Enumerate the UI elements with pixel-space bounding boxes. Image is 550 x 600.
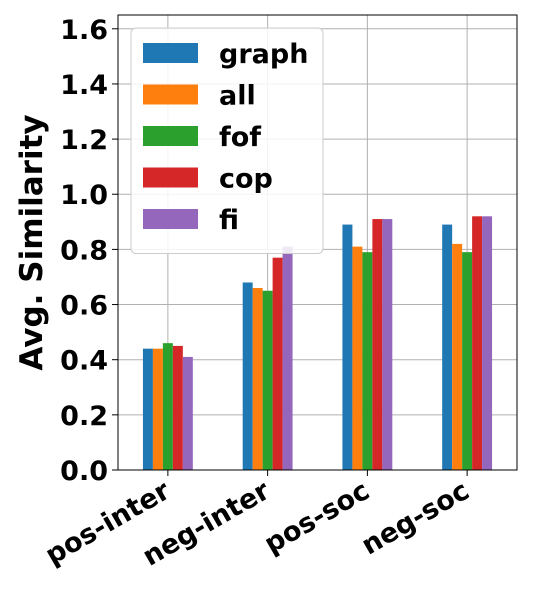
y-tick-label: 0.8 — [60, 235, 108, 266]
legend-swatch-graph — [143, 43, 198, 63]
legend-frame — [130, 27, 324, 254]
y-tick-label: 0.2 — [60, 401, 108, 432]
bar-fi-pos-soc — [382, 219, 393, 470]
legend-swatch-fi — [143, 209, 198, 229]
bar-fof-pos-soc — [362, 252, 373, 470]
bar-graph-pos-inter — [142, 348, 153, 470]
bar-graph-neg-inter — [242, 282, 253, 470]
y-axis-ticks: 0.0 0.2 0.4 0.6 0.8 1.0 1.2 1.4 1.6 — [60, 15, 118, 487]
bar-fof-neg-soc — [462, 252, 473, 470]
bar-fof-neg-inter — [262, 290, 273, 470]
y-tick-label: 0.0 — [60, 456, 108, 487]
bar-all-neg-soc — [452, 243, 463, 470]
bar-cop-pos-soc — [372, 219, 383, 470]
bar-all-pos-inter — [152, 348, 163, 470]
bar-cop-neg-inter — [272, 257, 283, 470]
legend-label-graph: graph — [219, 39, 308, 70]
bar-all-neg-inter — [252, 288, 263, 470]
bar-cop-pos-inter — [172, 345, 183, 470]
legend-label-cop: cop — [219, 164, 273, 195]
y-tick-label: 1.2 — [60, 125, 108, 156]
bar-fi-neg-inter — [282, 246, 293, 470]
y-axis-label: Avg. Similarity — [14, 114, 50, 370]
legend-swatch-all — [143, 84, 198, 105]
y-tick-label: 1.0 — [60, 180, 108, 211]
y-tick-label: 1.6 — [60, 15, 108, 46]
bar-fi-pos-inter — [182, 356, 193, 470]
y-tick-label: 0.4 — [60, 346, 108, 377]
bar-cop-neg-soc — [472, 216, 483, 470]
bar-graph-neg-soc — [442, 224, 453, 470]
bars — [142, 216, 493, 470]
legend-label-all: all — [219, 81, 256, 112]
legend-swatch-cop — [143, 167, 198, 188]
x-tick-label: neg-soc — [356, 475, 474, 561]
bar-all-pos-soc — [352, 246, 363, 470]
y-tick-label: 0.6 — [60, 291, 108, 322]
legend: graph all fof cop fi — [130, 27, 324, 254]
bar-fi-neg-soc — [482, 216, 493, 470]
bar-graph-pos-soc — [342, 224, 353, 470]
x-tick-label: pos-soc — [259, 475, 375, 560]
legend-label-fof: fof — [219, 122, 261, 153]
legend-label-fi: fi — [219, 205, 239, 236]
plot-frame — [117, 14, 518, 471]
y-tick-label: 1.4 — [60, 70, 108, 101]
bar-fof-pos-inter — [162, 343, 173, 470]
legend-swatch-fof — [143, 126, 198, 146]
